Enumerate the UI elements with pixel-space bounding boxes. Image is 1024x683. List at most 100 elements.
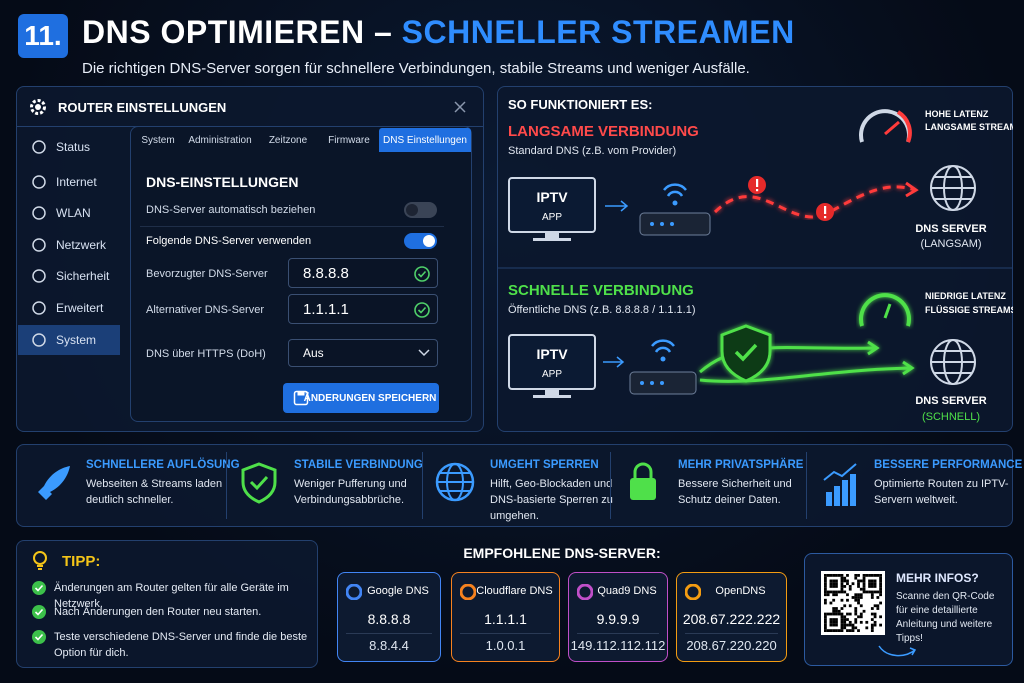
server-label: DNS SERVER — [915, 223, 986, 235]
feature-icon — [38, 466, 70, 500]
latency-sublabel: LANGSAME STREAMS — [925, 122, 1013, 132]
server-sublabel: (SCHNELL) — [922, 411, 980, 423]
slow-subtitle: Standard DNS (z.B. vom Provider) — [508, 145, 676, 157]
divider — [226, 452, 227, 519]
check-icon — [32, 581, 46, 595]
save-button[interactable]: ÄNDERUNGEN SPEICHERN — [283, 383, 439, 413]
brand-icon — [460, 584, 476, 600]
check-icon — [32, 630, 46, 644]
tip-item: Nach Änderungen den Router neu starten. — [54, 606, 262, 618]
feature-text: Hilft, Geo-Blockaden und DNS-basierte Sp… — [490, 478, 613, 522]
gauge-fast — [859, 293, 911, 327]
menu-label: System — [56, 333, 97, 347]
menu-icon — [32, 301, 46, 315]
close-button[interactable] — [454, 101, 466, 113]
globe-icon — [930, 339, 976, 385]
feature-icon — [241, 462, 277, 504]
server-name: Quad9 DNS — [597, 585, 657, 597]
tip-panel — [16, 540, 318, 668]
tv-icon — [508, 177, 596, 241]
divider — [140, 226, 444, 227]
section-title: DNS-EINSTELLUNGEN — [146, 174, 299, 190]
sidebar-item[interactable]: Netzwerk — [18, 230, 120, 260]
feature-title: SCHNELLERE AUFLÖSUNG — [86, 459, 240, 471]
title-main: DNS OPTIMIEREN – — [82, 14, 393, 50]
sidebar-item[interactable]: Erweitert — [18, 293, 120, 323]
secondary-dns: 149.112.112.112 — [570, 638, 666, 653]
auto-dns-toggle[interactable] — [404, 202, 437, 218]
brand-icon — [346, 584, 362, 600]
secondary-dns: 1.0.0.1 — [485, 638, 526, 653]
bulb-icon — [33, 551, 47, 570]
tab[interactable]: Zeitzone — [268, 134, 308, 146]
doh-select[interactable]: Aus — [288, 339, 438, 367]
title-highlight: SCHNELLER STREAMEN — [401, 14, 795, 50]
select-value: Aus — [303, 346, 324, 360]
button-label: ÄNDERUNGEN SPEICHERN — [303, 392, 437, 404]
server-card: OpenDNS 208.67.222.222 208.67.220.220 — [676, 572, 787, 662]
feature-text: Optimierte Routen zu IPTV-Servern weltwe… — [874, 478, 1009, 506]
sidebar-item[interactable]: Sicherheit — [18, 261, 120, 291]
router-icon — [639, 183, 711, 236]
step-badge: 11. — [18, 14, 68, 58]
feature-icon — [435, 462, 475, 502]
server-card: Google DNS 8.8.8.8 8.8.4.4 — [337, 572, 441, 662]
brand-icon — [577, 584, 593, 600]
sidebar-item[interactable]: Status — [18, 132, 120, 162]
tab[interactable]: System — [141, 134, 175, 146]
menu-icon — [32, 206, 46, 220]
sidebar-item[interactable]: WLAN — [18, 198, 120, 228]
divider — [610, 452, 611, 519]
server-label: DNS SERVER — [915, 395, 986, 407]
input-value: 1.1.1.1 — [303, 300, 349, 318]
feature-text: Bessere Sicherheit und Schutz deiner Dat… — [678, 478, 792, 506]
valid-icons — [414, 266, 430, 318]
secondary-dns: 8.8.4.4 — [369, 638, 409, 653]
feature-icon — [630, 462, 656, 500]
tip-item: Teste verschiedene DNS-Server und finde … — [54, 631, 308, 659]
subtitle: Die richtigen DNS-Server sorgen für schn… — [82, 60, 750, 77]
gear-icon — [30, 99, 46, 115]
feature-text: Weniger Pufferung und Verbindungsabbrüch… — [294, 478, 407, 506]
menu-label: Erweitert — [56, 301, 104, 315]
menu-label: Sicherheit — [56, 269, 110, 283]
primary-dns: 1.1.1.1 — [484, 611, 527, 627]
feature-title: MEHR PRIVATSPHÄRE — [678, 459, 804, 471]
menu-label: WLAN — [56, 206, 91, 220]
sidebar-item[interactable]: System — [18, 325, 120, 355]
feature-title: BESSERE PERFORMANCE — [874, 459, 1023, 471]
device-sublabel: APP — [542, 369, 562, 380]
primary-dns: 8.8.8.8 — [367, 611, 411, 627]
auto-dns-label: DNS-Server automatisch beziehen — [146, 204, 316, 216]
sidebar-item[interactable]: Internet — [18, 167, 120, 197]
alternate-dns-input[interactable]: 1.1.1.1 — [288, 294, 438, 324]
tab[interactable]: DNS Einstellungen — [379, 128, 471, 152]
recommended-title: EMPFOHLENE DNS-SERVER: — [463, 545, 661, 561]
input-value: 8.8.8.8 — [303, 264, 349, 282]
menu-label: Netzwerk — [56, 238, 107, 252]
tip-item: Änderungen am Router gelten für alle Ger… — [54, 582, 289, 610]
server-sublabel: (LANGSAM) — [920, 238, 981, 250]
tab[interactable]: Administration — [188, 134, 252, 146]
brand-icon — [685, 584, 701, 600]
router-icon — [629, 339, 697, 395]
more-title: MEHR INFOS? — [896, 571, 979, 585]
menu-icon — [32, 175, 46, 189]
server-name: Cloudflare DNS — [476, 585, 553, 597]
divider — [806, 452, 807, 519]
alternate-dns-label: Alternativer DNS-Server — [146, 304, 264, 316]
fast-subtitle: Öffentliche DNS (z.B. 8.8.8.8 / 1.1.1.1) — [508, 304, 696, 316]
check-icon — [32, 605, 46, 619]
arrow-icon — [878, 645, 917, 657]
tip-title: TIPP: — [62, 553, 101, 570]
menu-label: Status — [56, 140, 91, 154]
server-name: Google DNS — [367, 585, 429, 597]
device-label: IPTV — [536, 189, 568, 205]
router-title: ROUTER EINSTELLUNGEN — [58, 100, 227, 115]
tab[interactable]: Firmware — [328, 134, 370, 146]
preferred-dns-input[interactable]: 8.8.8.8 — [288, 258, 438, 288]
manual-dns-toggle[interactable] — [404, 233, 437, 249]
how-diagram: SO FUNKTIONIERT ES: LANGSAME VERBINDUNG … — [497, 97, 1013, 423]
divider — [460, 633, 551, 634]
